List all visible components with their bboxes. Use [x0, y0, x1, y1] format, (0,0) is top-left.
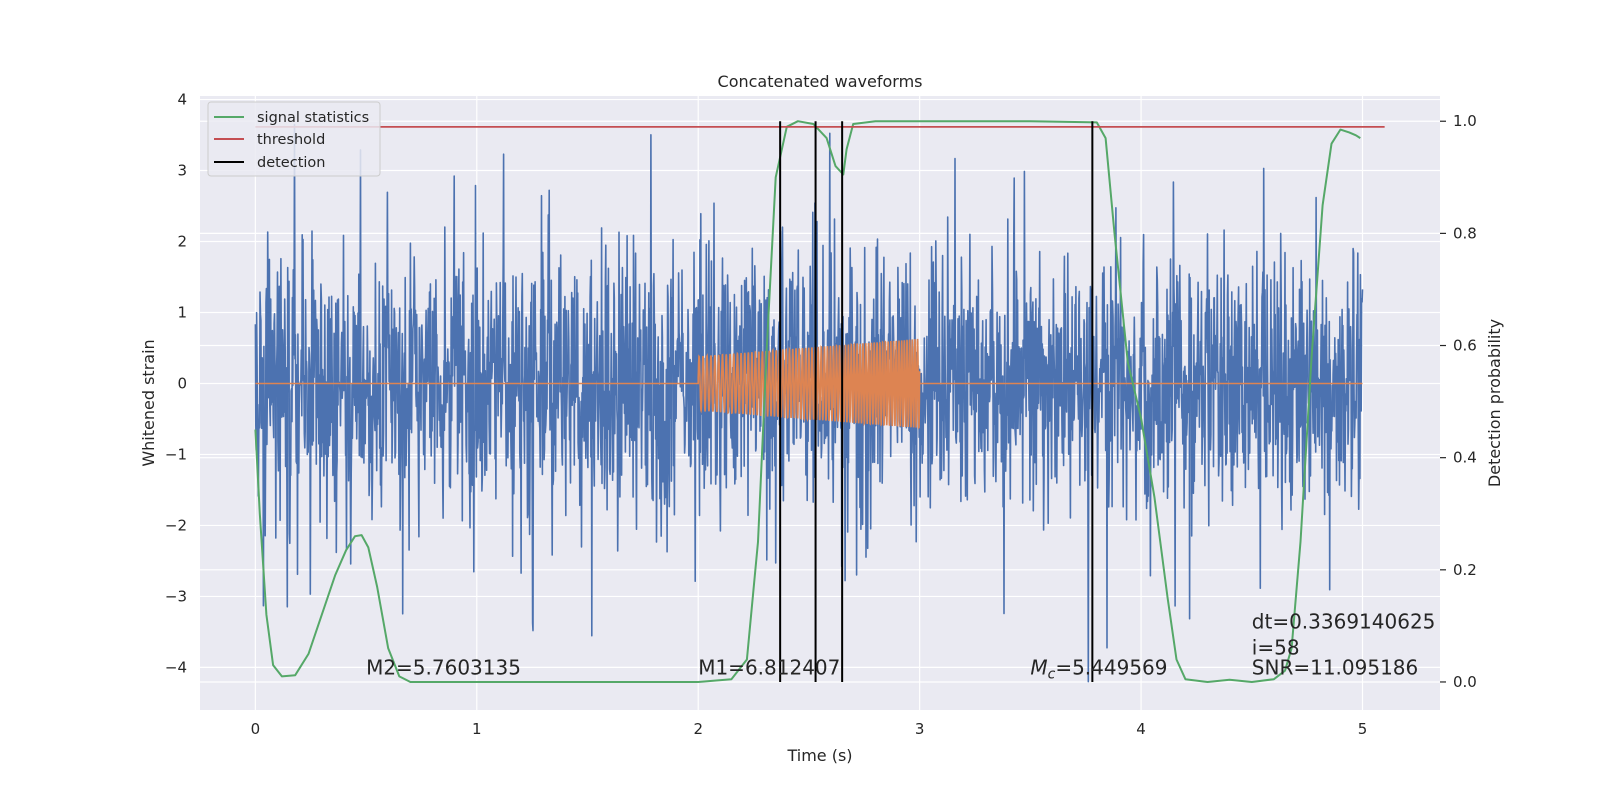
x-tick-label: 0 — [251, 720, 261, 738]
y-right-tick-label: 0.2 — [1453, 561, 1477, 579]
y-axis-label: Whitened strain — [139, 339, 158, 466]
x-tick-label: 1 — [472, 720, 482, 738]
tick-labels: 0 1 2 3 4 5 4 3 2 1 0 −1 −2 −3 −4 1.0 0.8 0.6 0.4 0.2 0.0 — [165, 91, 1477, 738]
y-tick-label: −2 — [165, 516, 187, 534]
legend-box — [207, 101, 381, 177]
y-right-tick-label: 0.4 — [1453, 449, 1477, 467]
x-tick-label: 2 — [693, 720, 703, 738]
y-right-tick-label: 1.0 — [1453, 112, 1477, 130]
annotation-mc: Mc=5.449569 — [1030, 656, 1167, 683]
chirp-series-line — [255, 338, 1363, 430]
x-axis-label: Time (s) — [786, 746, 852, 765]
legend-label-detection: detection — [257, 155, 325, 171]
y-tick-label: 2 — [177, 233, 187, 251]
legend-label-threshold: threshold — [257, 132, 325, 148]
signal-statistics-line — [254, 120, 1361, 683]
chart-title: Concatenated waveforms — [718, 72, 923, 91]
y-tick-label: 3 — [177, 162, 187, 180]
data-layer — [254, 120, 1385, 683]
annotation-m1: M1=6.812407 — [698, 656, 840, 680]
y-tick-label: −4 — [165, 658, 187, 676]
detection-layer — [779, 121, 1094, 682]
y-tick-label: −1 — [165, 445, 187, 463]
y-right-tick-label: 0.8 — [1453, 224, 1477, 242]
y-tick-label: −3 — [165, 587, 187, 605]
annotation-m2: M2=5.7603135 — [366, 656, 521, 680]
y-right-tick-label: 0.6 — [1453, 337, 1477, 355]
legend: signal statistics threshold detection — [207, 101, 381, 177]
x-tick-label: 3 — [915, 720, 925, 738]
annotations: M2=5.7603135 M1=6.812407 Mc=5.449569 dt=0.3… — [366, 609, 1435, 682]
x-tick-label: 4 — [1136, 720, 1146, 738]
annotation-i: i=58 — [1252, 636, 1300, 660]
annotation-dt: dt=0.3369140625 — [1252, 609, 1436, 633]
y-tick-label: 4 — [177, 91, 187, 109]
y-tick-label: 1 — [177, 303, 187, 321]
y-axis-label-right: Detection probability — [1485, 319, 1504, 487]
y-right-tick-label: 0.0 — [1453, 673, 1477, 691]
grid — [200, 96, 1440, 710]
x-tick-label: 5 — [1358, 720, 1368, 738]
legend-label-signal-statistics: signal statistics — [257, 110, 369, 126]
annotation-snr: SNR=11.095186 — [1252, 656, 1418, 680]
y-tick-label: 0 — [177, 374, 187, 392]
